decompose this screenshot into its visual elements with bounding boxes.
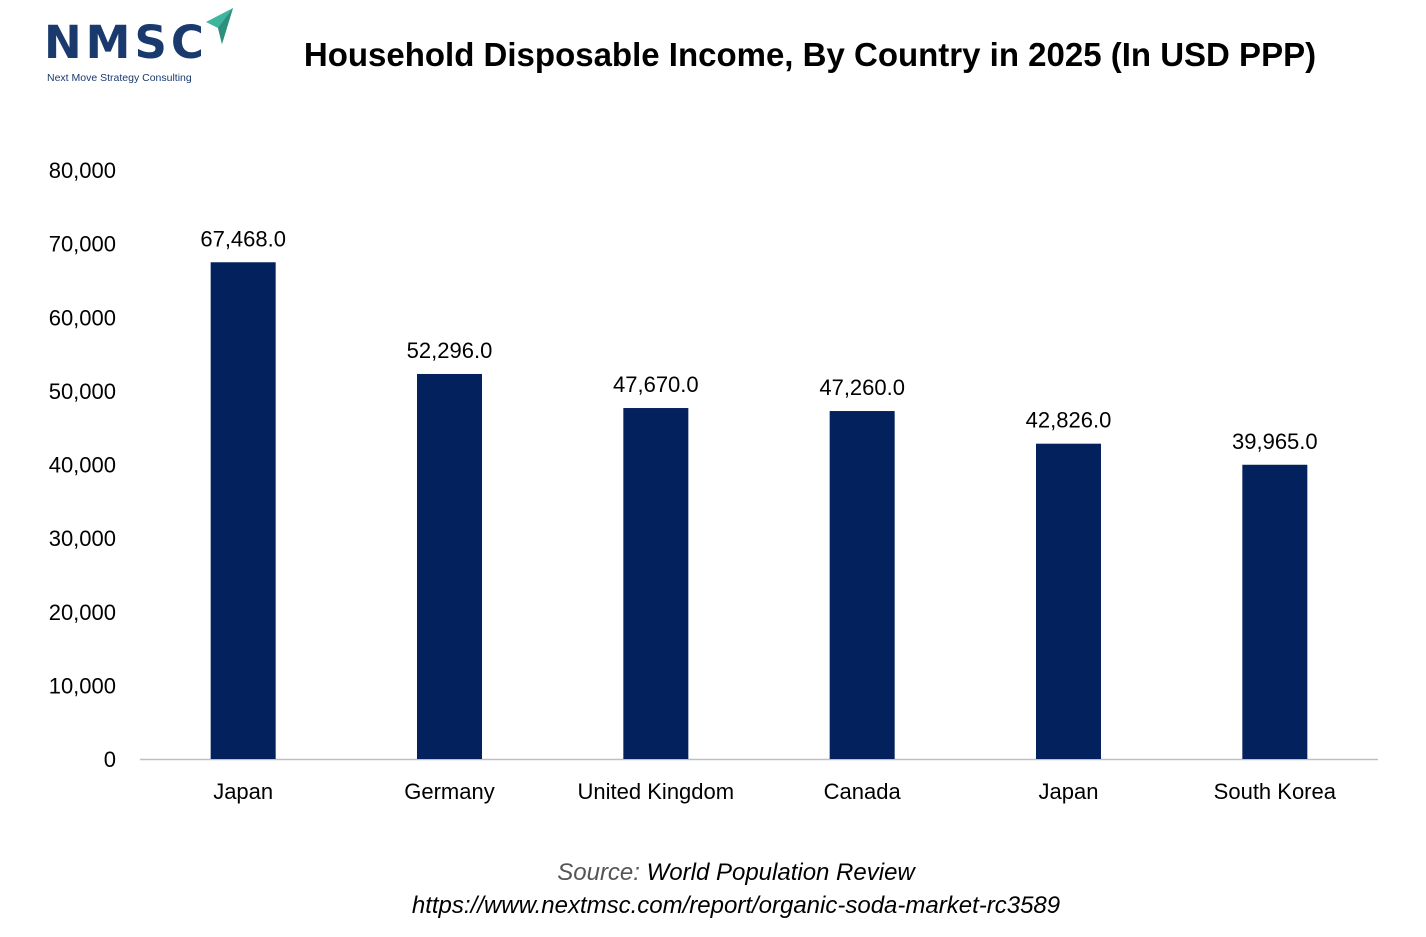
y-tick-label: 80,000 <box>49 158 116 183</box>
bar <box>1036 443 1101 759</box>
bar <box>829 411 895 759</box>
chart-title: Household Disposable Income, By Country … <box>303 36 1317 73</box>
x-category-label: Japan <box>213 779 273 804</box>
x-category-label: Germany <box>404 779 494 804</box>
source-url: https://www.nextmsc.com/report/organic-s… <box>411 892 1061 919</box>
y-tick-label: 70,000 <box>49 232 116 257</box>
data-label: 67,468.0 <box>200 226 286 251</box>
x-category-label: United Kingdom <box>578 779 735 804</box>
nmsc-logo: NMSC Next Move Strategy Consulting <box>44 8 244 88</box>
source-name: World Population Review <box>646 859 915 886</box>
x-category-label: Japan <box>1039 779 1099 804</box>
y-tick-label: 30,000 <box>49 526 116 551</box>
data-label: 39,965.0 <box>1232 429 1318 454</box>
source-note: Source: World Population Review https://… <box>0 856 1426 922</box>
logo-wordmark: NMSC <box>44 16 208 69</box>
logo-subtitle: Next Move Strategy Consulting <box>47 72 192 84</box>
data-label: 47,260.0 <box>819 375 905 400</box>
x-category-label: South Korea <box>1214 779 1337 804</box>
bar <box>1242 464 1308 759</box>
y-tick-label: 0 <box>104 747 116 772</box>
y-tick-label: 20,000 <box>49 600 116 625</box>
data-label: 52,296.0 <box>407 338 493 363</box>
bar <box>210 262 276 759</box>
x-category-label: Canada <box>824 779 902 804</box>
y-tick-label: 50,000 <box>49 379 116 404</box>
y-tick-label: 10,000 <box>49 673 116 698</box>
y-tick-label: 60,000 <box>49 305 116 330</box>
source-prefix: Source: <box>557 859 640 886</box>
y-tick-label: 40,000 <box>49 453 116 478</box>
data-label: 42,826.0 <box>1026 408 1112 433</box>
paper-plane-icon <box>206 8 233 44</box>
bar <box>417 373 482 759</box>
data-label: 47,670.0 <box>613 372 699 397</box>
bar <box>623 408 689 759</box>
